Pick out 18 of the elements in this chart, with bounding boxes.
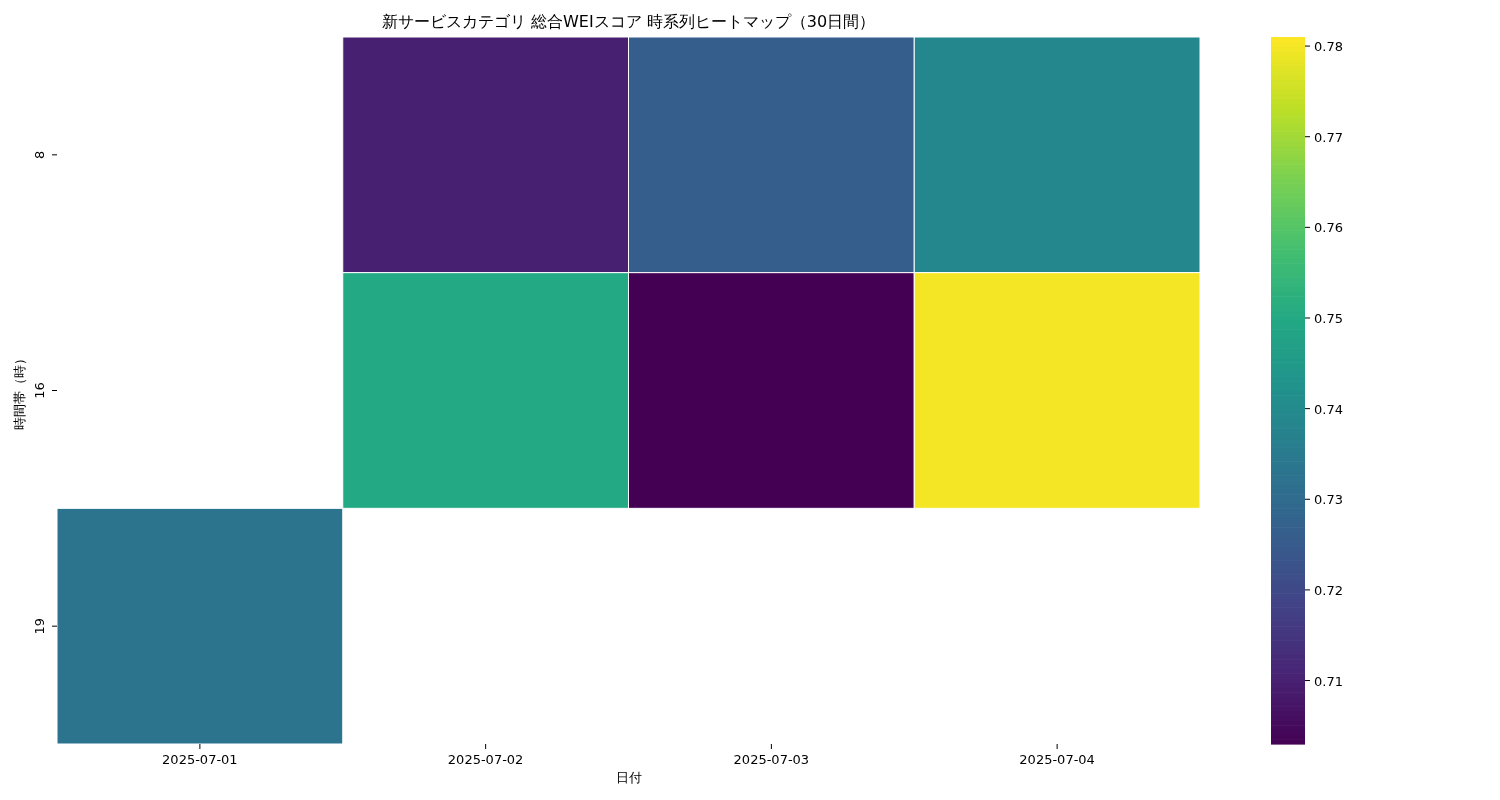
chart-title: 新サービスカテゴリ 総合WEIスコア 時系列ヒートマップ（30日間）: [381, 12, 876, 31]
color-bar-label: 0.75: [1314, 310, 1343, 326]
color-bar-label: 0.77: [1314, 129, 1343, 145]
color-bar-label: 0.73: [1314, 492, 1343, 508]
color-bar-label: 0.72: [1314, 582, 1343, 598]
x-tick-label: 2025-07-03: [733, 752, 810, 767]
y-tick-label: 16: [32, 382, 47, 399]
color-bar-label: 0.76: [1314, 220, 1343, 236]
color-bar-label: 0.74: [1314, 401, 1343, 417]
x-tick-label: 2025-07-01: [162, 752, 238, 767]
x-tick-label: 2025-07-02: [447, 752, 524, 767]
color-bar-label: 0.78: [1314, 39, 1343, 55]
x-tick-label: 2025-07-04: [1019, 752, 1095, 767]
x-axis-title: 日付: [615, 770, 642, 785]
y-tick-label: 19: [32, 617, 47, 635]
y-tick-label: 8: [32, 150, 47, 159]
color-bar-label: 0.71: [1314, 673, 1343, 689]
y-axis-title: 時間帯（時）: [12, 351, 27, 430]
